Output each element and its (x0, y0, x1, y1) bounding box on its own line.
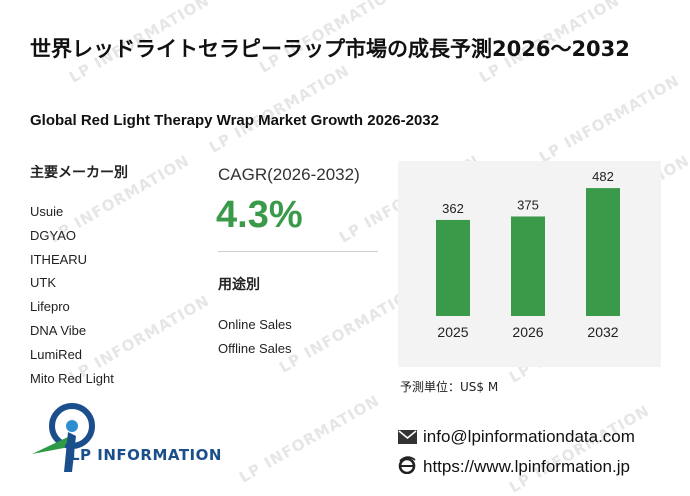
chart-panel: 362 2025 375 2026 482 2032 (398, 161, 661, 367)
divider (218, 251, 378, 252)
x-tick-label: 2026 (512, 324, 543, 340)
x-tick-label: 2032 (587, 324, 618, 340)
maker-item: ITHEARU (30, 251, 88, 267)
contact-website[interactable]: https://www.lpinformation.jp (398, 456, 630, 479)
cagr-value: 4.3% (216, 194, 303, 236)
maker-item: Usuie (30, 204, 64, 219)
logo-text: LP INFORMATION (70, 446, 222, 464)
makers-list: Usuie DGYAO ITHEARU UTK Lifepro DNA Vibe… (30, 200, 114, 390)
unit-label: 予測単位：US$ M (400, 380, 499, 394)
contact-email[interactable]: info@lpinformationdata.com (398, 427, 635, 449)
mail-icon (398, 429, 418, 449)
bar-2025 (436, 219, 470, 316)
bar-chart: 362 2025 375 2026 482 2032 (436, 169, 620, 340)
maker-item: Mito Red Light (30, 370, 114, 386)
bar-value-label: 482 (592, 169, 614, 184)
page-title: 世界レッドライトセラピーラップ市場の成長予測2026～2032 (30, 37, 630, 61)
uses-list: Online Sales Offline Sales (218, 313, 292, 361)
email-text: info@lpinformationdata.com (423, 427, 635, 446)
maker-item: Lifepro (30, 299, 70, 315)
bar-value-label: 375 (517, 197, 539, 212)
bar-2032 (586, 188, 620, 316)
maker-item: LumiRed (30, 346, 83, 362)
x-tick-label: 2025 (437, 324, 468, 340)
website-text: https://www.lpinformation.jp (423, 457, 630, 476)
maker-item: UTK (30, 275, 56, 291)
makers-heading: 主要メーカー別 (30, 165, 128, 181)
use-item: Offline Sales (218, 341, 292, 356)
page-subtitle: Global Red Light Therapy Wrap Market Gro… (30, 112, 439, 129)
browser-icon (398, 456, 418, 479)
watermark: LP INFORMATION (236, 391, 383, 487)
use-item: Online Sales (218, 317, 292, 332)
maker-item: DNA Vibe (30, 322, 87, 338)
uses-heading: 用途別 (218, 277, 260, 293)
cagr-label: CAGR(2026-2032) (218, 165, 360, 184)
watermark: LP INFORMATION (536, 71, 683, 167)
bar-value-label: 362 (442, 201, 464, 216)
lp-information-logo (32, 403, 95, 472)
maker-item: DGYAO (30, 227, 76, 243)
watermark: LP INFORMATION (206, 61, 353, 157)
bar-2026 (511, 216, 545, 316)
